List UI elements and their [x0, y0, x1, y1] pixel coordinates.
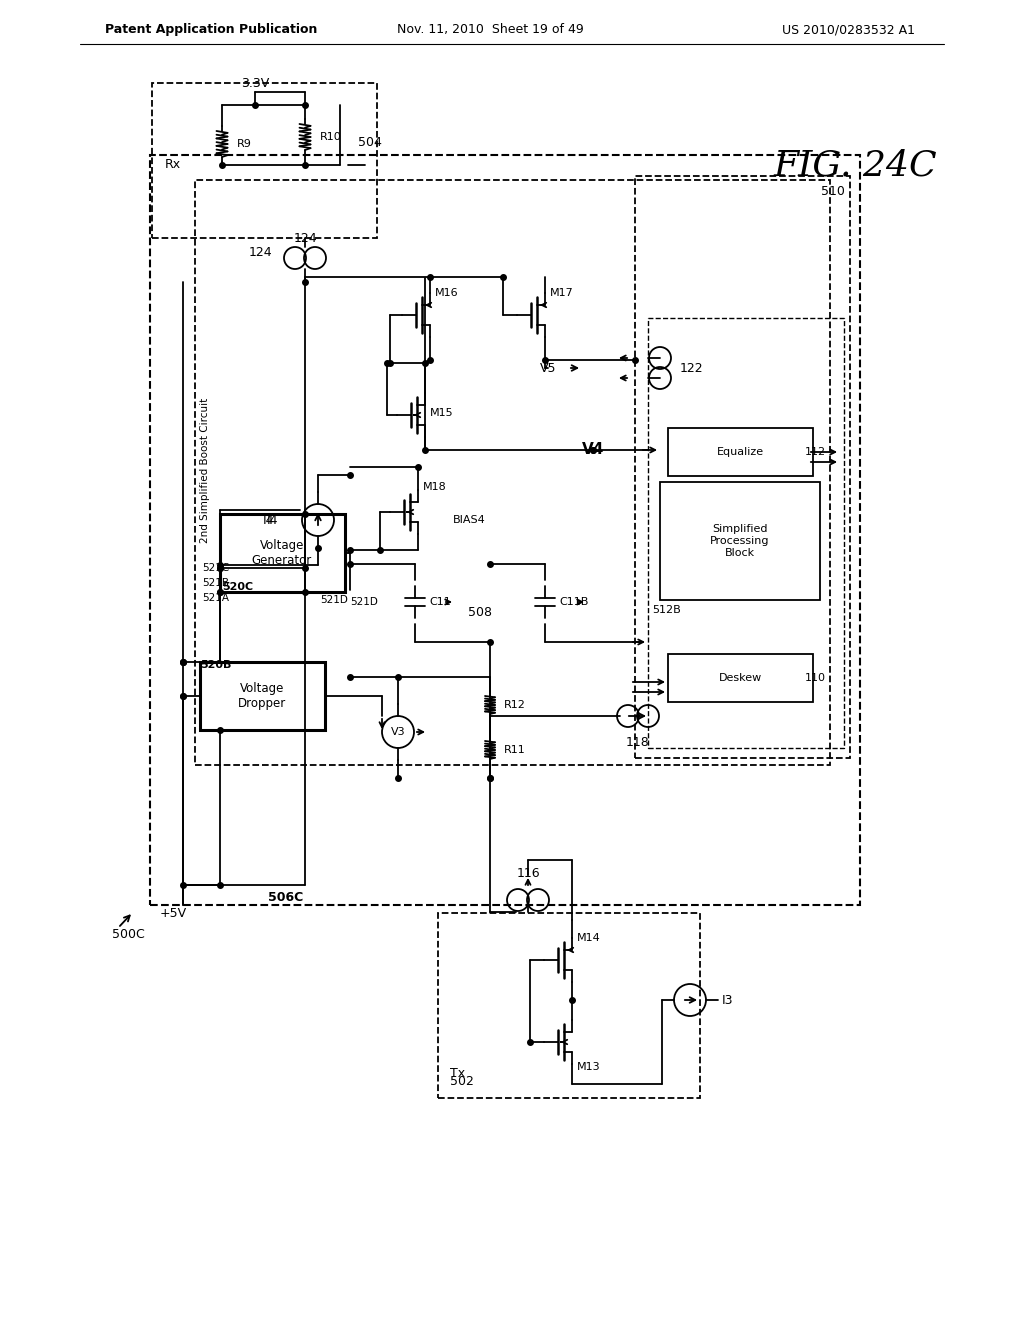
- Text: 122: 122: [680, 362, 703, 375]
- Text: V5: V5: [540, 362, 556, 375]
- Text: 521D: 521D: [319, 595, 348, 605]
- Text: 510: 510: [821, 185, 845, 198]
- Text: 520B: 520B: [200, 660, 231, 671]
- Bar: [668, 428, 813, 477]
- Text: I4: I4: [266, 513, 278, 527]
- Text: M18: M18: [423, 482, 446, 492]
- Text: 124: 124: [249, 246, 272, 259]
- Text: 502: 502: [450, 1074, 474, 1088]
- Text: 521B: 521B: [202, 578, 229, 587]
- Text: BIAS4: BIAS4: [453, 515, 485, 525]
- Text: 520C: 520C: [222, 582, 253, 591]
- Bar: [668, 653, 813, 702]
- Text: R11: R11: [504, 744, 525, 755]
- Text: R10: R10: [319, 132, 342, 143]
- Text: Voltage
Dropper: Voltage Dropper: [238, 682, 286, 710]
- Bar: [635, 176, 850, 758]
- Text: Deskew: Deskew: [719, 673, 762, 682]
- Text: Patent Application Publication: Patent Application Publication: [105, 24, 317, 37]
- Text: M17: M17: [550, 288, 573, 298]
- Bar: [438, 913, 700, 1098]
- Text: FIG. 24C: FIG. 24C: [773, 148, 937, 182]
- Text: M15: M15: [430, 408, 454, 418]
- Text: Equalize: Equalize: [717, 447, 764, 457]
- Text: 521A: 521A: [202, 593, 229, 603]
- Text: 521D: 521D: [350, 597, 378, 607]
- Text: US 2010/0283532 A1: US 2010/0283532 A1: [782, 24, 915, 37]
- Text: 506C: 506C: [268, 891, 303, 904]
- Text: 512B: 512B: [652, 605, 681, 615]
- Text: 124: 124: [293, 231, 316, 244]
- Text: 508: 508: [468, 606, 492, 619]
- Bar: [648, 318, 844, 748]
- Text: Rx: Rx: [165, 158, 181, 172]
- Text: I4: I4: [263, 513, 274, 527]
- Text: R12: R12: [504, 700, 526, 710]
- Bar: [200, 663, 325, 730]
- Bar: [152, 83, 377, 238]
- Text: I3: I3: [722, 994, 733, 1006]
- Text: M14: M14: [577, 933, 601, 942]
- Text: 112: 112: [805, 447, 826, 457]
- Bar: [660, 482, 820, 601]
- Bar: [150, 154, 860, 906]
- Text: 118: 118: [626, 737, 650, 748]
- Text: 521C: 521C: [202, 564, 229, 573]
- Text: 2nd Simplified Boost Circuit: 2nd Simplified Boost Circuit: [200, 397, 210, 543]
- Text: M13: M13: [577, 1063, 601, 1072]
- Text: M16: M16: [435, 288, 459, 298]
- Text: V3: V3: [391, 727, 406, 737]
- Text: R9: R9: [237, 139, 252, 149]
- Bar: [195, 180, 830, 766]
- Text: +5V: +5V: [160, 907, 187, 920]
- Text: 3.3V: 3.3V: [241, 77, 269, 90]
- Text: 504: 504: [358, 136, 382, 149]
- Bar: [220, 513, 345, 591]
- Text: Tx: Tx: [450, 1067, 465, 1080]
- Text: Simplified
Processing
Block: Simplified Processing Block: [711, 524, 770, 557]
- Text: 116: 116: [516, 867, 540, 880]
- Text: Voltage
Generator: Voltage Generator: [252, 539, 312, 568]
- Text: C11: C11: [429, 597, 451, 607]
- Text: 110: 110: [805, 673, 826, 682]
- Text: Nov. 11, 2010  Sheet 19 of 49: Nov. 11, 2010 Sheet 19 of 49: [396, 24, 584, 37]
- Text: V4: V4: [582, 442, 604, 458]
- Text: 500C: 500C: [112, 928, 144, 941]
- Text: C11B: C11B: [559, 597, 589, 607]
